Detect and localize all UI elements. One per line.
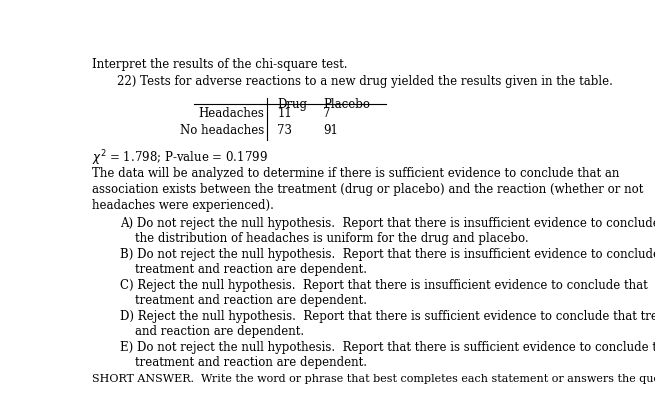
Text: Headaches: Headaches: [198, 107, 265, 120]
Text: No headaches: No headaches: [180, 124, 265, 137]
Text: Drug: Drug: [277, 98, 307, 111]
Text: $\chi^2$ = 1.798; P-value = 0.1799: $\chi^2$ = 1.798; P-value = 0.1799: [92, 149, 268, 168]
Text: A) Do not reject the null hypothesis.  Report that there is insufficient evidenc: A) Do not reject the null hypothesis. Re…: [120, 217, 655, 230]
Text: treatment and reaction are dependent.: treatment and reaction are dependent.: [135, 294, 367, 307]
Text: the distribution of headaches is uniform for the drug and placebo.: the distribution of headaches is uniform…: [135, 232, 529, 245]
Text: Placebo: Placebo: [323, 98, 370, 111]
Text: B) Do not reject the null hypothesis.  Report that there is insufficient evidenc: B) Do not reject the null hypothesis. Re…: [120, 248, 655, 260]
Text: C) Reject the null hypothesis.  Report that there is insufficient evidence to co: C) Reject the null hypothesis. Report th…: [120, 279, 648, 292]
Text: Interpret the results of the chi-square test.: Interpret the results of the chi-square …: [92, 58, 348, 71]
Text: 73: 73: [277, 124, 292, 137]
Text: 11: 11: [277, 107, 292, 120]
Text: E) Do not reject the null hypothesis.  Report that there is sufficient evidence : E) Do not reject the null hypothesis. Re…: [120, 341, 655, 354]
Text: D) Reject the null hypothesis.  Report that there is sufficient evidence to conc: D) Reject the null hypothesis. Report th…: [120, 310, 655, 323]
Text: 22) Tests for adverse reactions to a new drug yielded the results given in the t: 22) Tests for adverse reactions to a new…: [117, 75, 613, 88]
Text: The data will be analyzed to determine if there is sufficient evidence to conclu: The data will be analyzed to determine i…: [92, 167, 620, 180]
Text: headaches were experienced).: headaches were experienced).: [92, 199, 274, 212]
Text: 91: 91: [323, 124, 338, 137]
Text: and reaction are dependent.: and reaction are dependent.: [135, 325, 305, 338]
Text: 7: 7: [323, 107, 331, 120]
Text: association exists between the treatment (drug or placebo) and the reaction (whe: association exists between the treatment…: [92, 183, 643, 196]
Text: SHORT ANSWER.  Write the word or phrase that best completes each statement or an: SHORT ANSWER. Write the word or phrase t…: [92, 374, 655, 384]
Text: treatment and reaction are dependent.: treatment and reaction are dependent.: [135, 263, 367, 276]
Text: treatment and reaction are dependent.: treatment and reaction are dependent.: [135, 356, 367, 369]
